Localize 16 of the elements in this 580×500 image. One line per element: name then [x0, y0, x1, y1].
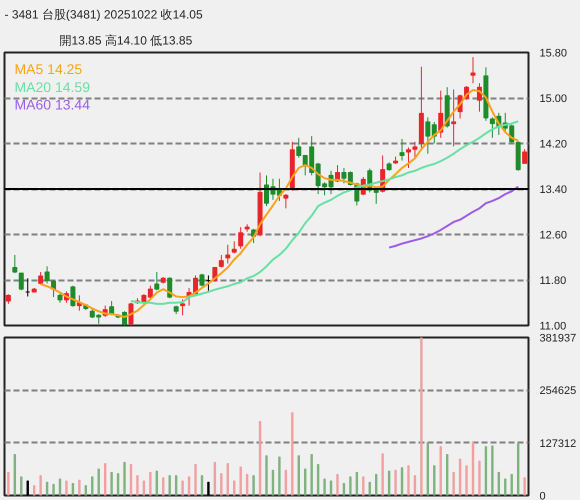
- y-tick-label: 15.00: [540, 93, 568, 105]
- y-tick-label: 13.40: [540, 184, 568, 196]
- y-tick-label: 11.00: [540, 320, 566, 332]
- y-tick-label: 127312: [540, 438, 576, 450]
- y-tick-label: 0: [540, 490, 546, 500]
- y-tick-label: 381937: [540, 332, 576, 344]
- text: MA5 14.25: [14, 61, 82, 78]
- y-tick-label: 11.80: [540, 275, 566, 287]
- y-tick-label: 12.60: [540, 230, 568, 242]
- y-tick-label: 254625: [540, 385, 576, 398]
- chart-title: - 3481 台股(3481) 20251022 收14.05: [4, 8, 203, 22]
- chart-subtitle: 開13.85 高14.10 低13.85: [60, 34, 193, 48]
- text: MA20 14.59: [14, 78, 90, 95]
- text: MA60 13.44: [14, 96, 90, 113]
- y-tick-label: 14.20: [540, 138, 568, 150]
- y-tick-label: 15.80: [540, 48, 568, 60]
